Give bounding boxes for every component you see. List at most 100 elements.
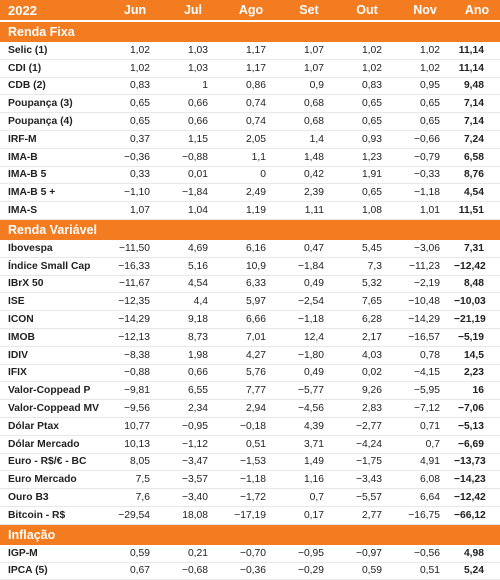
month-value-cell: 5,45: [338, 239, 396, 258]
month-value-cell: 1,07: [280, 59, 338, 78]
month-value-cell: 2,39: [280, 183, 338, 203]
year-value-cell: 8,76: [454, 166, 500, 185]
month-value-cell: −3,57: [164, 470, 222, 490]
year-value-cell: −12,42: [454, 488, 500, 507]
month-value-cell: 4,39: [280, 417, 338, 436]
section-header-row: Renda Variável: [0, 219, 500, 240]
month-value-cell: −2,54: [280, 292, 338, 312]
table-row: IPCA (5) 0,67 −0,68 −0,36 −0,29 0,59 0,51 5,24: [0, 562, 500, 580]
table-row: IGP-M 0,59 0,21 −0,70 −0,95 −0,97 −0,56 4,98: [0, 544, 500, 563]
row-label: Valor-Coppead P: [0, 381, 106, 401]
month-value-cell: 0,65: [396, 94, 454, 114]
month-value-cell: 0,21: [164, 544, 222, 563]
table-row: Dólar Mercado 10,13 −1,12 0,51 3,71 −4,24 0,7−…: [0, 435, 500, 454]
year-value-cell: 11,51: [454, 201, 500, 220]
month-value-cell: 10,13: [106, 435, 164, 454]
month-value-cell: 0,66: [164, 364, 222, 383]
year-value-cell: 5,24: [454, 562, 500, 580]
year-value-cell: 11,14: [454, 59, 500, 78]
month-value-cell: −1,12: [164, 435, 222, 454]
month-value-cell: 4,54: [164, 275, 222, 294]
month-value-cell: −3,40: [164, 488, 222, 507]
table-row: Valor-Coppead MV −9,56 2,34 2,94 −4,56 2,83 −7…: [0, 399, 500, 418]
month-value-cell: −0,18: [222, 417, 280, 436]
month-value-cell: 1,17: [222, 42, 280, 60]
header-ano: Ano: [454, 0, 500, 22]
month-value-cell: −0,33: [396, 166, 454, 185]
month-value-cell: 0,95: [396, 77, 454, 96]
month-value-cell: 1,04: [164, 201, 222, 220]
month-value-cell: −10,48: [396, 292, 454, 312]
year-value-cell: 7,14: [454, 112, 500, 131]
table-row: IMOB −12,13 8,73 7,01 12,4 2,17 −16,57 −5,19: [0, 328, 500, 347]
table-row: ISE −12,35 4,4 5,97 −2,54 7,65 −10,48 −10,03: [0, 292, 500, 312]
month-value-cell: −16,33: [106, 257, 164, 276]
month-value-cell: 0,65: [106, 112, 164, 131]
month-value-cell: −1,80: [280, 346, 338, 365]
month-value-cell: 0,47: [280, 239, 338, 258]
month-value-cell: −4,15: [396, 364, 454, 383]
month-value-cell: 4,4: [164, 292, 222, 312]
year-value-cell: 14,5: [454, 346, 500, 365]
month-value-cell: 4,03: [338, 346, 396, 365]
table-row: IMA-B 5 + −1,10 −1,84 2,49 2,39 0,65 −1,18 4,54: [0, 183, 500, 203]
month-value-cell: −1,75: [338, 453, 396, 472]
month-value-cell: 0,9: [280, 77, 338, 96]
row-label: Ouro B3: [0, 488, 106, 507]
month-value-cell: −0,70: [222, 544, 280, 563]
month-value-cell: 0,7: [280, 488, 338, 507]
header-row: 2022 Jun Jul Ago Set Out Nov Ano: [0, 0, 500, 22]
month-value-cell: 6,55: [164, 381, 222, 401]
month-value-cell: 1,49: [280, 453, 338, 472]
year-value-cell: −5,13: [454, 417, 500, 436]
row-label: Selic (1): [0, 42, 106, 60]
month-value-cell: −1,10: [106, 183, 164, 203]
table-row: IBrX 50 −11,67 4,54 6,33 0,49 5,32 −2,19 8,48: [0, 275, 500, 294]
month-value-cell: 10,77: [106, 417, 164, 436]
month-value-cell: −1,84: [280, 257, 338, 276]
header-year: 2022: [0, 0, 106, 22]
month-value-cell: −11,50: [106, 239, 164, 258]
month-value-cell: −1,84: [164, 183, 222, 203]
year-value-cell: 4,98: [454, 544, 500, 563]
year-value-cell: 16: [454, 381, 500, 401]
month-value-cell: 1,17: [222, 59, 280, 78]
month-value-cell: 3,71: [280, 435, 338, 454]
table-row: CDB (2) 0,83 1 0,86 0,9 0,83 0,95 9,48: [0, 77, 500, 96]
month-value-cell: 0,49: [280, 275, 338, 294]
table-row: Ibovespa −11,50 4,69 6,16 0,47 5,45 −3,06 7,31: [0, 239, 500, 258]
month-value-cell: 0,74: [222, 94, 280, 114]
table-row: Selic (1) 1,02 1,03 1,17 1,07 1,02 1,02 11,14: [0, 42, 500, 60]
table-body: Renda Fixa Selic (1) 1,02 1,03 1,17 1,07 1,02 1…: [0, 21, 500, 580]
table-row: Poupança (3) 0,65 0,66 0,74 0,68 0,65 0,65 7,14: [0, 94, 500, 114]
row-label: Bitcoin - R$: [0, 506, 106, 525]
year-value-cell: 6,58: [454, 148, 500, 167]
table-row: IFIX −0,88 0,66 5,76 0,49 0,02 −4,15 2,23: [0, 364, 500, 383]
table-row: Poupança (4) 0,65 0,66 0,74 0,68 0,65 0,65 7,14: [0, 112, 500, 131]
month-value-cell: −0,36: [222, 562, 280, 580]
month-value-cell: 2,34: [164, 399, 222, 418]
year-value-cell: −66,12: [454, 506, 500, 525]
month-value-cell: 1,98: [164, 346, 222, 365]
month-value-cell: 5,76: [222, 364, 280, 383]
month-value-cell: 1,02: [338, 42, 396, 60]
month-value-cell: −1,18: [222, 470, 280, 490]
month-value-cell: 1,15: [164, 130, 222, 149]
month-value-cell: 0,49: [280, 364, 338, 383]
month-value-cell: 0,83: [338, 77, 396, 96]
row-label: IMOB: [0, 328, 106, 347]
month-value-cell: −1,18: [280, 310, 338, 329]
row-label: Dólar Mercado: [0, 435, 106, 454]
month-value-cell: −16,57: [396, 328, 454, 347]
month-value-cell: 5,32: [338, 275, 396, 294]
row-label: Valor-Coppead MV: [0, 399, 106, 418]
month-value-cell: 2,83: [338, 399, 396, 418]
month-value-cell: −0,95: [280, 544, 338, 563]
month-value-cell: 2,49: [222, 183, 280, 203]
month-value-cell: −1,53: [222, 453, 280, 472]
month-value-cell: 1,4: [280, 130, 338, 149]
month-value-cell: −0,95: [164, 417, 222, 436]
month-value-cell: 6,08: [396, 470, 454, 490]
row-label: IMA-B: [0, 148, 106, 167]
table-row: IMA-B −0,36 −0,88 1,1 1,48 1,23 −0,79 6,58: [0, 148, 500, 167]
